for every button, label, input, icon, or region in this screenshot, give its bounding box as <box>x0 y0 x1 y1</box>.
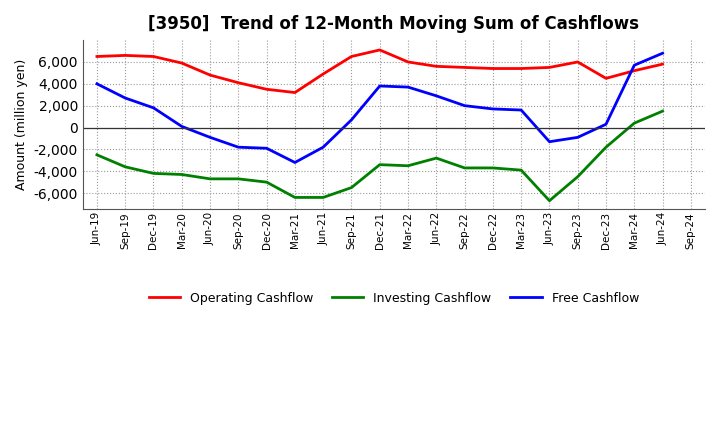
Free Cashflow <box>121 95 130 101</box>
Free Cashflow <box>630 62 639 68</box>
Investing Cashflow <box>517 168 526 173</box>
Investing Cashflow <box>404 163 413 169</box>
Free Cashflow <box>460 103 469 108</box>
Investing Cashflow <box>291 195 300 200</box>
Investing Cashflow <box>375 162 384 167</box>
Investing Cashflow <box>121 164 130 169</box>
Operating Cashflow <box>93 54 102 59</box>
Operating Cashflow <box>602 76 611 81</box>
Free Cashflow <box>404 84 413 90</box>
Investing Cashflow <box>573 174 582 180</box>
Operating Cashflow <box>404 59 413 65</box>
Operating Cashflow <box>489 66 498 71</box>
Free Cashflow <box>262 146 271 151</box>
Investing Cashflow <box>93 152 102 158</box>
Free Cashflow <box>234 144 243 150</box>
Free Cashflow <box>573 135 582 140</box>
Free Cashflow <box>206 135 215 140</box>
Free Cashflow <box>149 105 158 110</box>
Legend: Operating Cashflow, Investing Cashflow, Free Cashflow: Operating Cashflow, Investing Cashflow, … <box>144 287 644 310</box>
Operating Cashflow <box>630 68 639 73</box>
Line: Operating Cashflow: Operating Cashflow <box>97 50 662 92</box>
Free Cashflow <box>432 93 441 99</box>
Operating Cashflow <box>319 71 328 77</box>
Free Cashflow <box>602 121 611 127</box>
Operating Cashflow <box>432 64 441 69</box>
Free Cashflow <box>375 83 384 88</box>
Operating Cashflow <box>658 62 667 67</box>
Investing Cashflow <box>545 198 554 203</box>
Operating Cashflow <box>234 80 243 85</box>
Operating Cashflow <box>291 90 300 95</box>
Operating Cashflow <box>573 59 582 65</box>
Free Cashflow <box>545 139 554 144</box>
Operating Cashflow <box>262 87 271 92</box>
Free Cashflow <box>177 124 186 129</box>
Operating Cashflow <box>347 54 356 59</box>
Y-axis label: Amount (million yen): Amount (million yen) <box>15 59 28 191</box>
Investing Cashflow <box>234 176 243 182</box>
Investing Cashflow <box>149 171 158 176</box>
Investing Cashflow <box>319 195 328 200</box>
Investing Cashflow <box>432 155 441 161</box>
Operating Cashflow <box>121 53 130 58</box>
Free Cashflow <box>658 51 667 56</box>
Investing Cashflow <box>206 176 215 182</box>
Free Cashflow <box>489 106 498 112</box>
Operating Cashflow <box>206 73 215 78</box>
Free Cashflow <box>517 107 526 113</box>
Operating Cashflow <box>177 60 186 66</box>
Operating Cashflow <box>149 54 158 59</box>
Free Cashflow <box>347 117 356 122</box>
Investing Cashflow <box>262 180 271 185</box>
Operating Cashflow <box>545 65 554 70</box>
Investing Cashflow <box>489 165 498 171</box>
Operating Cashflow <box>517 66 526 71</box>
Investing Cashflow <box>658 109 667 114</box>
Free Cashflow <box>93 81 102 86</box>
Line: Investing Cashflow: Investing Cashflow <box>97 111 662 201</box>
Investing Cashflow <box>630 121 639 126</box>
Line: Free Cashflow: Free Cashflow <box>97 53 662 162</box>
Operating Cashflow <box>375 48 384 53</box>
Title: [3950]  Trend of 12-Month Moving Sum of Cashflows: [3950] Trend of 12-Month Moving Sum of C… <box>148 15 639 33</box>
Operating Cashflow <box>460 65 469 70</box>
Investing Cashflow <box>602 144 611 150</box>
Free Cashflow <box>319 144 328 150</box>
Investing Cashflow <box>177 172 186 177</box>
Investing Cashflow <box>347 185 356 190</box>
Free Cashflow <box>291 160 300 165</box>
Investing Cashflow <box>460 165 469 171</box>
